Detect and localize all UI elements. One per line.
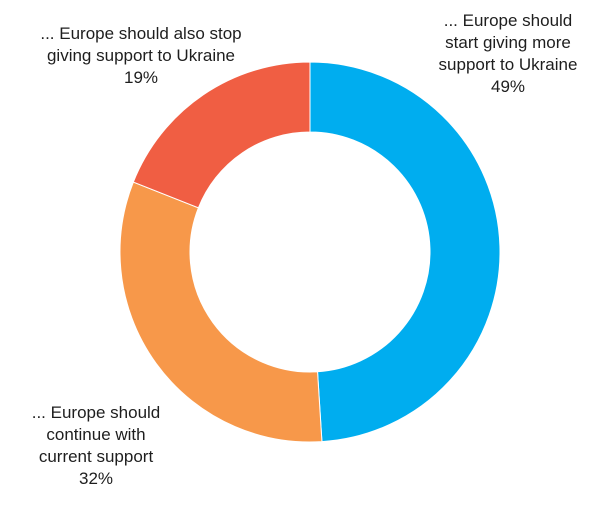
slice-label-line: support to Ukraine (438, 55, 578, 74)
slice-label-line: continue with (46, 425, 146, 444)
donut-slice-stop-support (132, 61, 311, 209)
slice-value-label: 49% (490, 77, 526, 96)
slice-label-line: ... Europe should also stop (40, 24, 242, 43)
donut-slice-more-support (309, 61, 501, 443)
slice-label-line: start giving more (445, 33, 571, 52)
slice-label-stop-support: ... Europe should also stop giving suppo… (6, 23, 276, 89)
slice-value-label: 32% (78, 469, 114, 488)
slice-label-line: ... Europe should (31, 403, 161, 422)
slice-label-line: ... Europe should (443, 11, 573, 30)
slice-label-more-support: ... Europe should start giving more supp… (398, 10, 614, 98)
slice-label-continue-support: ... Europe should continue with current … (0, 402, 206, 490)
slice-label-line: giving support to Ukraine (46, 46, 236, 65)
slice-label-line: current support (38, 447, 154, 466)
slice-value-label: 19% (123, 68, 159, 87)
donut-slice-continue-support (119, 181, 323, 443)
